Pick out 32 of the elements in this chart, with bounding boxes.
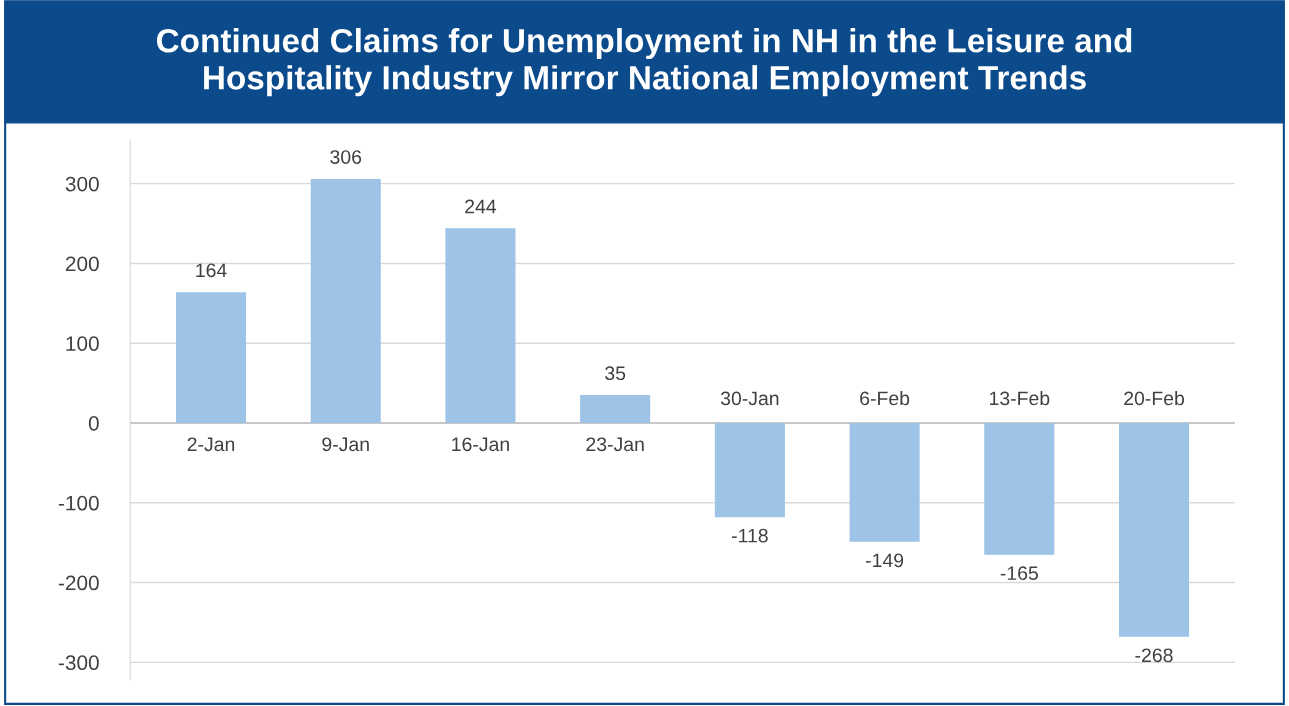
chart-title: Continued Claims for Unemployment in NH in the Leisure and Hospitality Industry Mirror National Employment Trends — [156, 28, 1132, 97]
bar — [445, 228, 516, 423]
x-tick-label: 20-Feb — [1124, 390, 1185, 406]
data-label: -149 — [866, 553, 904, 568]
bar — [175, 292, 247, 423]
y-tick-label: 100 — [66, 336, 99, 351]
x-tick-label: 23-Jan — [586, 437, 644, 452]
data-label: -118 — [732, 528, 768, 543]
bar — [310, 178, 381, 423]
y-tick-label: 300 — [65, 176, 99, 192]
bar — [849, 423, 920, 542]
bar — [1119, 423, 1190, 637]
x-tick-label: 6-Feb — [860, 390, 910, 406]
data-label: -268 — [1135, 648, 1173, 663]
bar — [580, 395, 651, 423]
data-label: 244 — [465, 199, 497, 214]
x-tick-label: 13-Feb — [990, 390, 1050, 406]
bar — [984, 423, 1055, 555]
y-tick-label: -200 — [58, 575, 99, 591]
bar — [714, 423, 785, 518]
data-label: 306 — [330, 150, 362, 164]
data-label: -165 — [1000, 566, 1038, 581]
data-label: 35 — [605, 366, 626, 381]
y-tick-label: -100 — [58, 495, 99, 511]
x-tick-label: 9-Jan — [322, 437, 369, 452]
data-label: 164 — [196, 263, 227, 278]
y-tick-label: 200 — [65, 256, 99, 272]
x-tick-label: 30-Jan — [720, 391, 779, 406]
y-tick-label: 0 — [88, 416, 99, 431]
y-tick-label: -300 — [58, 655, 99, 671]
x-tick-label: 16-Jan — [452, 437, 509, 452]
x-tick-label: 2-Jan — [187, 437, 235, 452]
